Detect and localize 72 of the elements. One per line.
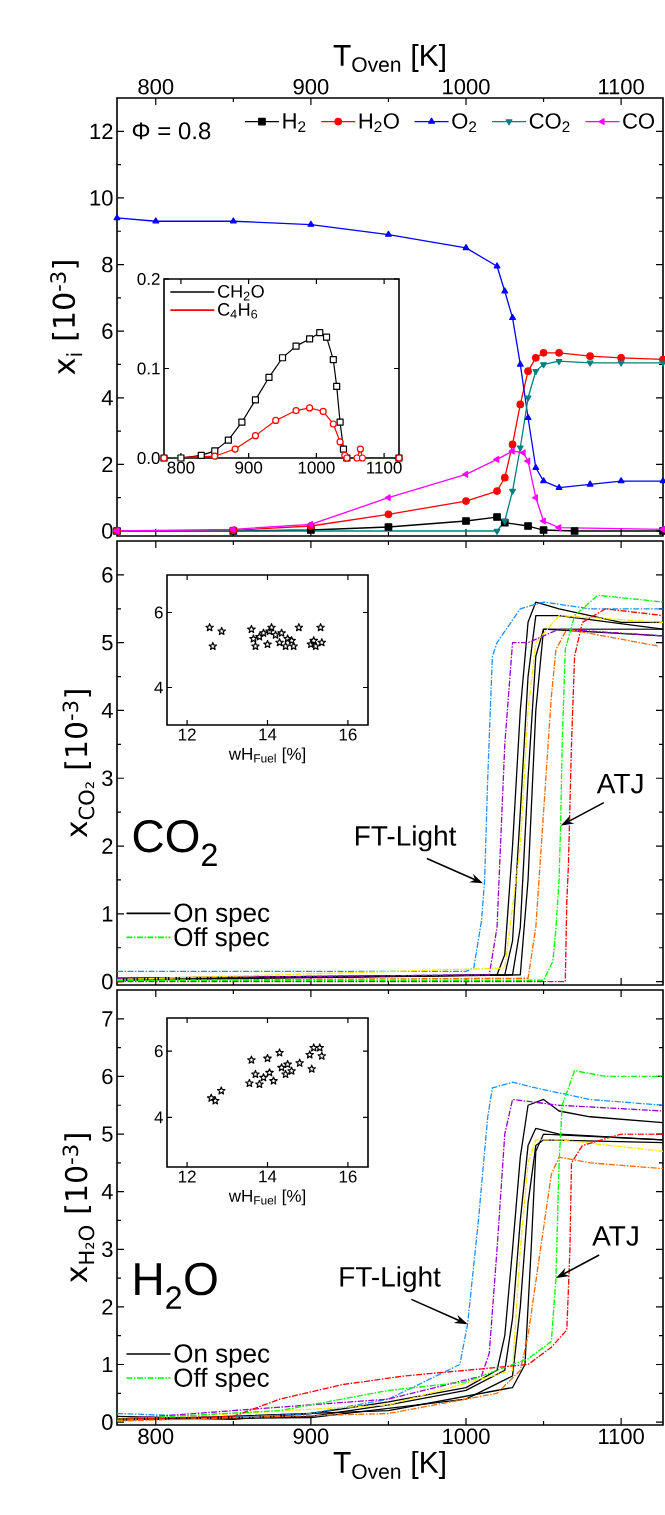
y-tick-label: 0	[102, 1414, 113, 1430]
x-tick-label: 14	[259, 1170, 277, 1183]
y-tick-label: 0.1	[137, 362, 160, 375]
annotation: CO$_{2}$	[133, 819, 217, 866]
y-tick-label: 3	[102, 770, 113, 787]
x-tick-label: 1100	[599, 78, 644, 95]
x-tick-label: 16	[339, 728, 357, 741]
x-tick-label: 12	[178, 1170, 196, 1183]
y-tick-label: 2	[102, 838, 113, 854]
annotation: FT-Light	[356, 825, 457, 852]
x-tick-label: 1000	[298, 461, 335, 474]
y-tick-label: 4	[154, 1111, 163, 1124]
legend-label: CH$_{2}$O	[218, 284, 264, 301]
y-axis-title: x$_{i}$ [10$^{-3}$]	[50, 261, 83, 375]
y-tick-label: 2	[102, 456, 113, 473]
y-tick-label: 12	[90, 123, 113, 139]
y-tick-label: 6	[154, 1045, 163, 1058]
y-tick-label: 0.0	[137, 451, 160, 465]
y-tick-label: 10	[90, 190, 113, 206]
x-tick-label: 1000	[443, 78, 490, 95]
x-tick-label: 12	[178, 728, 196, 741]
y-tick-label: 7	[102, 1011, 113, 1027]
y-tick-label: 4	[154, 681, 163, 694]
y-tick-label: 1	[102, 1356, 113, 1373]
annotation: FT-Light	[340, 1266, 441, 1293]
y-tick-label: 0.2	[137, 272, 160, 286]
y-tick-label: 4	[101, 1184, 113, 1200]
legend-label: CO	[623, 113, 655, 129]
legend-label: CO$_{2}$	[529, 113, 570, 133]
y-tick-label: 4	[101, 390, 113, 406]
y-tick-label: 6	[154, 606, 163, 619]
x-tick-label: 16	[339, 1170, 357, 1183]
y-tick-label: 5	[102, 1126, 113, 1142]
legend-label: H$_{2}$O	[359, 113, 399, 133]
y-axis-title: x$_{H₂O}$ [10$^{-3}$]	[62, 1134, 95, 1283]
y-tick-label: 8	[102, 256, 113, 273]
x-axis-title: T$_{Oven}$ [K]	[333, 1450, 445, 1480]
y-tick-label: 3	[102, 1241, 113, 1258]
annotation: ATJ	[596, 773, 643, 794]
x-tick-label: 900	[235, 461, 263, 474]
y-tick-label: 6	[102, 323, 113, 339]
legend-label: Off spec	[174, 1367, 269, 1393]
x-tick-label: 800	[167, 461, 195, 474]
y-tick-label: 6	[102, 1068, 113, 1085]
x-tick-label: 800	[138, 1428, 174, 1445]
legend-label: On spec	[174, 903, 270, 928]
y-tick-label: 4	[101, 702, 113, 719]
x-axis-title: T$_{Oven}$ [K]	[333, 43, 445, 73]
legend-label: H$_{2}$	[283, 113, 306, 133]
y-tick-label: 5	[102, 635, 113, 651]
legend-label: Off spec	[174, 927, 269, 952]
y-tick-label: 0	[102, 523, 113, 539]
x-axis-title: wH$_{Fuel}$ [%]	[228, 1189, 306, 1206]
y-tick-label: 1	[102, 906, 113, 922]
legend-label: C$_{4}$H$_{6}$	[218, 303, 258, 319]
y-axis-title: x$_{CO₂}$ [10$^{-3}$]	[62, 690, 95, 838]
x-tick-label: 900	[293, 78, 329, 95]
y-tick-label: 6	[102, 567, 113, 583]
y-tick-label: 2	[102, 1299, 113, 1315]
x-tick-label: 1100	[599, 1428, 644, 1445]
annotation: ATJ	[592, 1226, 638, 1246]
annotation: H$_{2}$O	[135, 1262, 217, 1309]
legend-label: On spec	[174, 1344, 270, 1368]
y-tick-label: 0	[102, 973, 113, 990]
annotation: Φ = 0.8	[132, 122, 211, 140]
x-tick-label: 900	[293, 1428, 329, 1445]
x-tick-label: 1100	[367, 461, 402, 474]
x-tick-label: 800	[138, 78, 174, 95]
legend-label: O$_{2}$	[452, 113, 477, 133]
x-tick-label: 1000	[443, 1428, 490, 1445]
x-tick-label: 14	[259, 728, 277, 741]
x-axis-title: wH$_{Fuel}$ [%]	[228, 747, 306, 764]
